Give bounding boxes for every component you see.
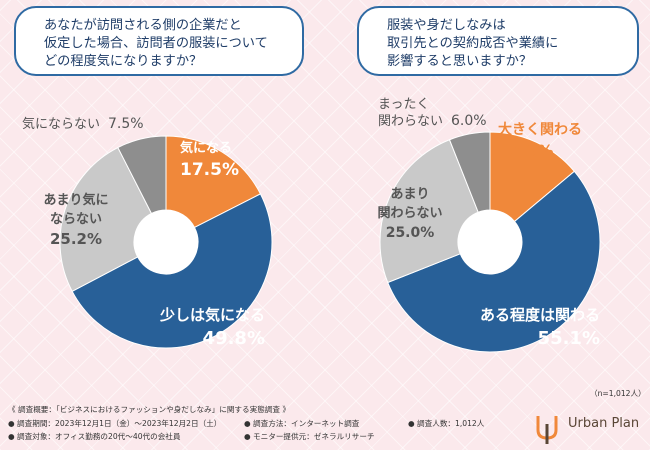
sample-size-note: （n=1,012人） (590, 389, 646, 398)
slice-label: 少しは気になる (159, 306, 265, 324)
survey-period: ● 調査期間：2023年12月1日（金）〜2023年12月2日（土） (8, 419, 222, 428)
right-question-box: 服装や身だしなみは 取引先との契約成否や業績に 影響すると思いますか？ (357, 6, 639, 76)
slice-value: 7.5% (108, 116, 144, 132)
right-question-line: 影響すると思いますか？ (387, 54, 533, 69)
slice-label: 大きく関わる (498, 121, 582, 138)
slice-value: 49.8% (203, 328, 265, 349)
survey-target: ● 調査対象：オフィス勤務の20代〜40代の会社員 (8, 432, 181, 441)
survey-provider: ● モニター提供元：ゼネラルリサーチ (244, 432, 375, 441)
donut-hole (134, 210, 198, 274)
slice-label: 気になる (180, 140, 232, 156)
donut-charts: 気になる 17.5% 少しは気になる 49.8% あまり気にならない 25.2% 気にならな… (22, 97, 601, 353)
survey-count: ● 調査人数：1,012人 (408, 419, 485, 428)
left-donut-chart: 気になる 17.5% 少しは気になる 49.8% あまり気にならない 25.2% 気にならな… (22, 116, 273, 349)
slice-label: 気にならない (22, 116, 100, 132)
slice-value: 25.2% (50, 230, 102, 248)
slice-value: 6.0% (451, 113, 487, 129)
slice-label: あまり関わらない (377, 187, 442, 221)
survey-footer: 《 調査概要：「ビジネスにおけるファッションや身だしなみ」に関する実態調査 》 … (0, 400, 650, 450)
slice-label: ある程度は関わる (480, 306, 600, 324)
urban-plan-logo-text: Urban Plan (568, 416, 640, 431)
survey-overview: 《 調査概要：「ビジネスにおけるファッションや身だしなみ」に関する実態調査 》 (8, 405, 290, 414)
slice-value: 25.0% (386, 225, 435, 241)
right-question-line: 服装や身だしなみは (387, 18, 506, 33)
slice-value: 55.1% (538, 328, 600, 349)
slice-label: あまり気にならない (43, 192, 108, 227)
right-question-line: 取引先との契約成否や業績に (387, 36, 559, 51)
left-question-line: あなたが訪問される側の企業だと (44, 18, 242, 33)
urban-plan-logo-icon (536, 416, 558, 444)
slice-label: まったく関わらない (378, 97, 443, 129)
slice-value: 17.5% (180, 160, 239, 180)
left-question-box: あなたが訪問される側の企業だと 仮定した場合、訪問者の服装について どの程度気に… (14, 6, 304, 76)
slice-value: 13.9% (498, 141, 554, 160)
survey-method: ● 調査方法：インターネット調査 (244, 419, 360, 428)
left-question-line: 仮定した場合、訪問者の服装について (44, 36, 268, 51)
donut-hole (458, 210, 522, 274)
right-donut-chart: 大きく関わる 13.9% ある程度は関わる 55.1% あまり関わらない 25.0% まった… (377, 97, 601, 353)
left-question-line: どの程度気になりますか？ (44, 54, 203, 69)
